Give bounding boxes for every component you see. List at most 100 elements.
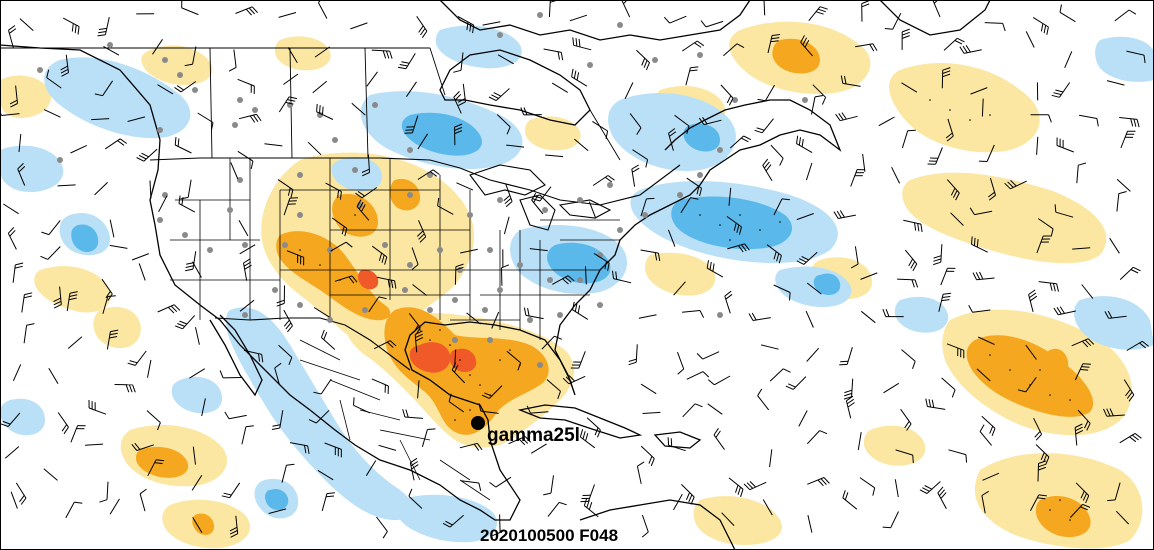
wind-barb-icon <box>70 144 88 154</box>
wind-barb-icon <box>895 449 914 464</box>
wind-barb-icon <box>979 144 995 162</box>
wind-barb-icon <box>454 263 464 285</box>
wind-barb-icon <box>857 432 862 450</box>
wind-barb-icon <box>147 459 165 477</box>
wind-barb-icon <box>773 284 791 301</box>
wind-barb-icon <box>855 43 878 52</box>
wind-barb-icon <box>146 410 161 431</box>
wind-barb-icon <box>987 177 996 201</box>
north-america-coastline <box>0 44 842 521</box>
wind-barb-icon <box>941 377 956 398</box>
wind-barb-icon <box>3 203 19 215</box>
wind-barb-icon <box>457 83 466 106</box>
wind-barb-icon <box>762 158 773 182</box>
wind-barb-icon <box>149 180 152 199</box>
wind-barb-icon <box>807 514 813 533</box>
wind-barb-icon <box>1075 482 1090 504</box>
wind-barb-icon <box>685 66 699 86</box>
wind-barb-icon <box>378 444 397 451</box>
wind-barb-icon <box>971 236 988 253</box>
wind-barb-icon <box>1072 247 1091 250</box>
wind-barb-icon <box>1104 310 1127 319</box>
wind-barb-icon <box>1071 338 1095 348</box>
wind-barb-icon <box>503 216 510 235</box>
wind-barb-icon <box>1038 281 1059 292</box>
wind-barb-icon <box>748 312 771 321</box>
wind-barb-icon <box>192 446 196 465</box>
coastlines-and-borders <box>0 0 991 550</box>
wind-barb-icon <box>221 482 241 499</box>
wind-barb-icon <box>152 39 163 55</box>
wind-barb-icon <box>545 154 564 158</box>
wind-barb-icon <box>448 393 465 413</box>
wind-barb-icon <box>612 270 632 284</box>
wind-barb-icon <box>859 477 876 496</box>
wind-barb-icon <box>60 54 69 77</box>
wind-barb-icon <box>237 78 255 95</box>
wind-barb-icon <box>543 48 564 61</box>
wind-barb-icon <box>1025 31 1035 48</box>
wind-barb-icon <box>1107 482 1121 502</box>
wind-barb-icon <box>811 95 823 115</box>
wind-barb-icon <box>981 415 996 436</box>
wind-barb-icon <box>334 275 358 284</box>
negative-anomaly-light <box>0 25 1154 543</box>
wind-barb-icon <box>192 517 203 534</box>
wind-barb-icon <box>478 403 499 414</box>
wind-barb-icon <box>572 37 592 51</box>
wind-barb-icon <box>321 492 335 512</box>
wind-barb-icon <box>287 47 298 64</box>
wind-barb-icon <box>882 511 899 529</box>
wind-barb-icon <box>682 403 703 418</box>
wind-barb-icon <box>845 395 855 419</box>
wind-barb-icon <box>408 488 423 509</box>
negative-anomaly-medium <box>71 112 841 511</box>
wind-barb-icon <box>638 314 657 319</box>
wind-barbs <box>0 0 1149 539</box>
wind-barb-icon <box>268 508 287 514</box>
wind-barb-icon <box>680 197 699 214</box>
wind-barb-icon <box>416 16 428 38</box>
wind-barb-icon <box>523 307 544 320</box>
wind-barb-icon <box>286 250 305 266</box>
wind-barb-icon <box>894 479 899 498</box>
wind-barb-icon <box>416 220 427 243</box>
baja-coastline <box>209 314 263 397</box>
wind-barb-icon <box>17 163 26 186</box>
wind-barb-icon <box>812 84 827 105</box>
wind-barb-icon <box>897 278 919 288</box>
wind-barb-icon <box>147 359 152 378</box>
wind-barb-icon <box>984 22 1006 32</box>
wind-barb-icon <box>18 134 22 153</box>
wind-barb-icon <box>372 245 388 265</box>
wind-barb-icon <box>88 399 107 415</box>
wind-barb-icon <box>1074 423 1084 446</box>
wind-barb-icon <box>743 481 767 491</box>
wind-barb-icon <box>940 267 956 286</box>
wind-barb-icon <box>1004 180 1027 190</box>
wind-barb-icon <box>451 362 466 384</box>
wind-barb-icon <box>631 164 640 187</box>
wind-barb-icon <box>102 295 116 314</box>
wind-barb-icon <box>862 153 866 172</box>
wind-barb-icon <box>241 425 254 445</box>
wind-barb-icon <box>283 73 299 85</box>
wind-barb-icon <box>43 468 58 481</box>
wind-barb-icon <box>414 330 424 353</box>
wind-barb-icon <box>673 493 683 511</box>
wind-barb-icon <box>497 54 514 65</box>
wind-barb-icon <box>757 84 775 102</box>
anomaly-shading <box>0 21 1154 549</box>
wind-barb-icon <box>491 311 500 329</box>
wind-barb-icon <box>919 481 941 494</box>
wind-barb-icon <box>959 45 982 54</box>
wind-barb-icon <box>1033 417 1043 441</box>
wind-barb-icon <box>85 443 104 446</box>
wind-barb-icon <box>532 186 552 202</box>
wind-barb-icon <box>543 475 554 496</box>
wind-barb-icon <box>104 138 127 150</box>
wind-barb-icon <box>1036 136 1039 155</box>
wind-barb-icon <box>586 417 601 438</box>
wind-barb-icon <box>180 179 192 200</box>
wind-barb-icon <box>158 195 168 213</box>
